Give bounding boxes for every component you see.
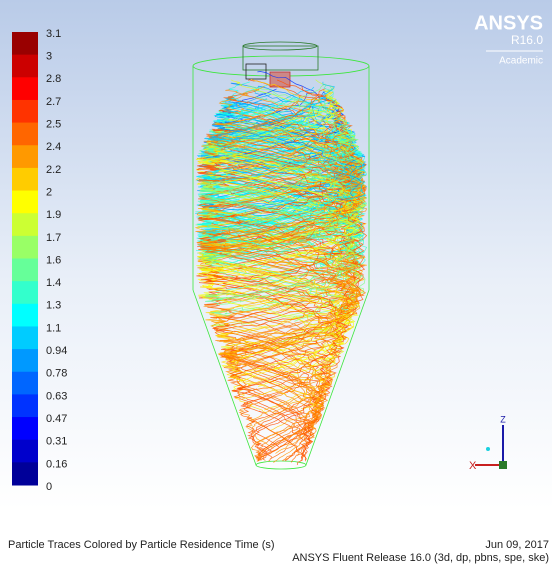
fluent-view: 3.1 3 2.8 2.7 2.5 2.4 2.2 2 1.9 1.7 1.6 1.4 1.3 1.1 0.… xyxy=(0,0,552,567)
colorbar-label: 0 xyxy=(46,481,52,493)
colorbar-label: 0.47 xyxy=(46,413,67,425)
colorbar-label: 0.63 xyxy=(46,390,67,402)
colorbar-label: 1.7 xyxy=(46,232,61,244)
colorbar-cell xyxy=(12,259,38,282)
colorbar-label: 3 xyxy=(46,51,52,63)
colorbar-label: 2 xyxy=(46,186,52,198)
colorbar-label: 1.1 xyxy=(46,322,61,334)
colorbar-cell xyxy=(12,304,38,327)
colorbar-label: 0.78 xyxy=(46,368,67,380)
colorbar-cell xyxy=(12,100,38,123)
colorbar-cell xyxy=(12,417,38,440)
colorbar-cell xyxy=(12,440,38,463)
colorbar-label: 1.9 xyxy=(46,209,61,221)
colorbar-label: 2.5 xyxy=(46,119,61,131)
footer-release: ANSYS Fluent Release 16.0 (3d, dp, pbns,… xyxy=(292,552,549,564)
colorbar-cell xyxy=(12,213,38,236)
license: Academic xyxy=(499,56,543,67)
colorbar-cell xyxy=(12,55,38,78)
colorbar-cell xyxy=(12,394,38,417)
colorbar-label: 0.94 xyxy=(46,345,67,357)
colorbar-label: 1.4 xyxy=(46,277,61,289)
colorbar-cell xyxy=(12,191,38,214)
colorbar-cell xyxy=(12,145,38,168)
colorbar-label: 3.1 xyxy=(46,28,61,40)
colorbar-cell xyxy=(12,372,38,395)
logo: ANSYS xyxy=(474,12,543,34)
colorbar-cell xyxy=(12,77,38,100)
colorbar-label: 1.3 xyxy=(46,300,61,312)
colorbar-label: 2.8 xyxy=(46,73,61,85)
triad-dot xyxy=(486,447,490,451)
colorbar-cell xyxy=(12,32,38,55)
x-label: X xyxy=(469,460,477,472)
colorbar-cell xyxy=(12,168,38,191)
colorbar-cell xyxy=(12,349,38,372)
colorbar-label: 1.6 xyxy=(46,254,61,266)
colorbar-label: 2.2 xyxy=(46,164,61,176)
colorbar-label: 2.7 xyxy=(46,96,61,108)
z-label: Z xyxy=(500,414,506,424)
page: 3.1 3 2.8 2.7 2.5 2.4 2.2 2 1.9 1.7 1.6 1.4 1.3 1.1 0.… xyxy=(0,0,552,567)
version: R16.0 xyxy=(511,33,543,47)
colorbar-cell xyxy=(12,326,38,349)
colorbar-label: 2.4 xyxy=(46,141,61,153)
footer-date: Jun 09, 2017 xyxy=(485,539,549,551)
colorbar-cell xyxy=(12,123,38,146)
colorbar-label: 0.31 xyxy=(46,436,67,448)
colorbar-label: 0.16 xyxy=(46,458,67,470)
y-axis xyxy=(499,461,507,469)
colorbar-cell xyxy=(12,462,38,485)
footer-title: Particle Traces Colored by Particle Resi… xyxy=(8,539,275,551)
colorbar-cell xyxy=(12,236,38,259)
colorbar-cell xyxy=(12,281,38,304)
